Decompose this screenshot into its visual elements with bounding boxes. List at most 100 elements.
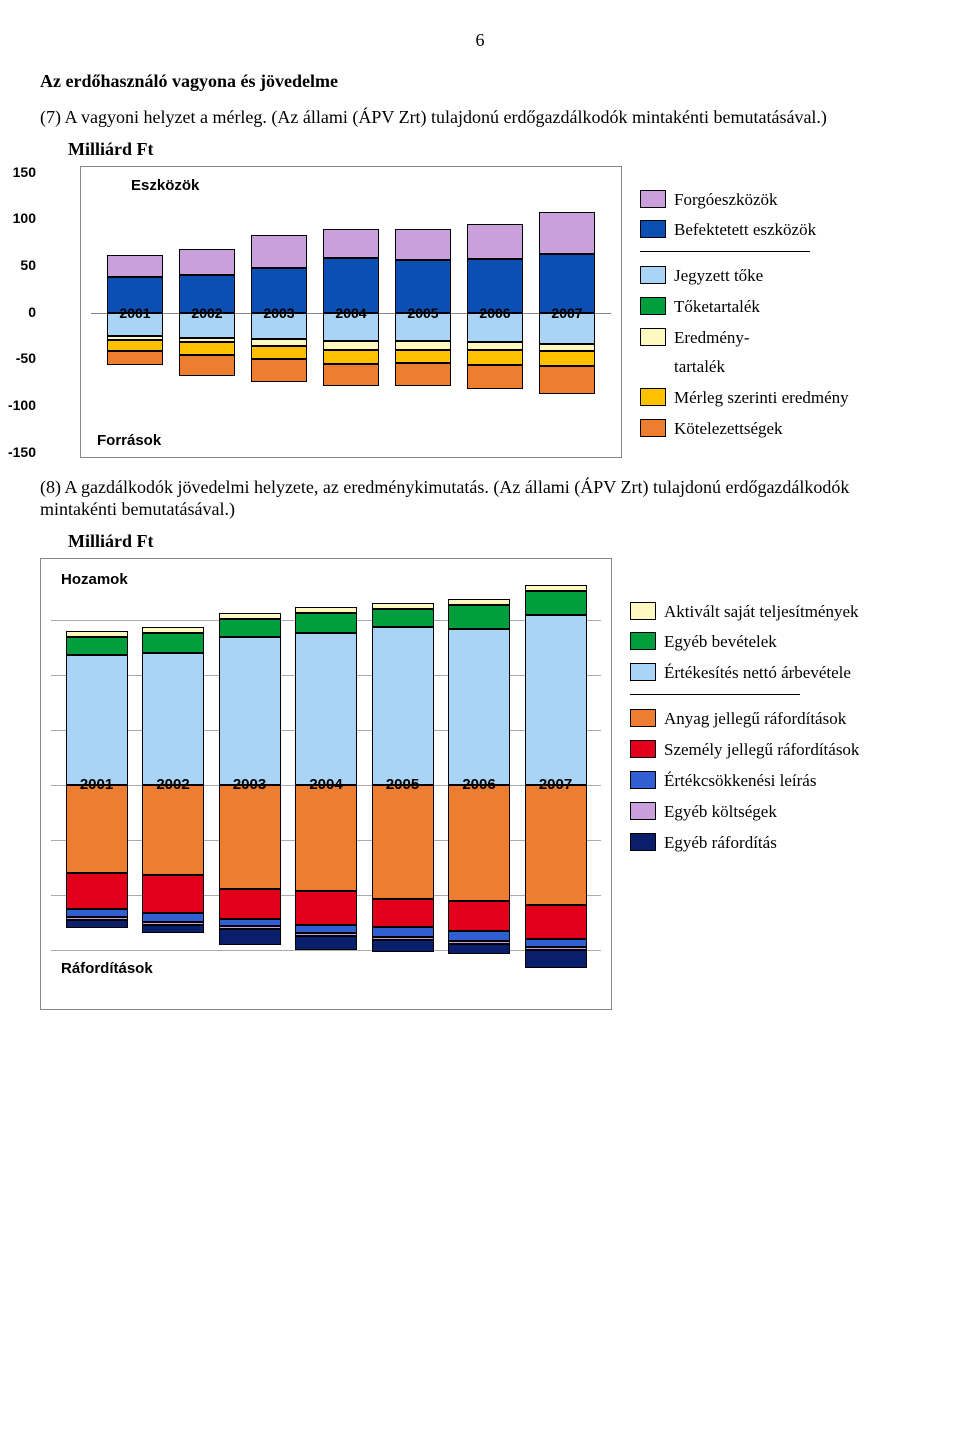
chart-1-legend: ForgóeszközökBefektetett eszközök Jegyzet…	[640, 186, 849, 446]
legend-item: Értékesítés nettó árbevétele	[630, 659, 859, 688]
legend-swatch	[630, 602, 656, 620]
legend-swatch	[640, 297, 666, 315]
category-label: 2004	[323, 305, 379, 321]
category-label: 2002	[142, 776, 204, 793]
y-tick: 50	[20, 257, 36, 273]
paragraph-8: (8) A gazdálkodók jövedelmi helyzete, az…	[40, 476, 920, 521]
legend-label: Forgóeszközök	[674, 186, 778, 215]
legend-label: Mérleg szerinti eredmény	[674, 384, 849, 413]
legend-swatch	[630, 771, 656, 789]
bar-negative	[372, 785, 434, 952]
bar-positive	[66, 631, 128, 785]
bar-positive	[448, 599, 510, 785]
bar-negative	[251, 313, 307, 382]
legend-label: Egyéb költségek	[664, 798, 777, 827]
bar-positive	[539, 212, 595, 313]
category-label: 2001	[107, 305, 163, 321]
bar-positive	[372, 603, 434, 785]
chart-1-plot: Eszközök Források 2001200220032004200520…	[91, 173, 611, 453]
bar-negative	[219, 785, 281, 945]
chart-2-plot: Hozamok Ráfordítások 2001200220032004200…	[51, 565, 601, 1005]
chart-2-label-bottom: Ráfordítások	[61, 960, 153, 977]
legend-label: Befektetett eszközök	[674, 216, 816, 245]
bar-negative	[142, 785, 204, 933]
legend-swatch	[630, 833, 656, 851]
legend-label: Egyéb ráfordítás	[664, 829, 777, 858]
y-tick: 100	[13, 210, 36, 226]
legend-label: Eredmény-tartalék	[674, 324, 750, 382]
legend-item: Aktivált saját teljesítmények	[630, 598, 859, 627]
legend-swatch	[640, 388, 666, 406]
legend-item: Eredmény-tartalék	[640, 324, 849, 382]
chart-1-row: 150100500-50-100-150 Eszközök Források 2…	[40, 166, 920, 458]
section-heading: Az erdőhasználó vagyona és jövedelme	[40, 71, 920, 92]
chart-1-box: Eszközök Források 2001200220032004200520…	[80, 166, 622, 458]
y-tick: -100	[8, 397, 36, 413]
legend-item: Értékcsökkenési leírás	[630, 767, 859, 796]
chart-2-legend: Aktivált saját teljesítményekEgyéb bevét…	[630, 598, 859, 860]
bar-positive	[525, 585, 587, 785]
unit-label-2: Milliárd Ft	[68, 531, 920, 552]
legend-label: Anyag jellegű ráfordítások	[664, 705, 846, 734]
chart-1-axis-wrap: 150100500-50-100-150 Eszközök Források 2…	[40, 166, 622, 458]
legend-swatch	[640, 190, 666, 208]
legend-swatch	[640, 220, 666, 238]
category-label: 2007	[539, 305, 595, 321]
chart-1-y-axis: 150100500-50-100-150	[4, 172, 36, 452]
category-label: 2005	[372, 776, 434, 793]
page-number: 6	[40, 30, 920, 51]
bar-negative	[539, 313, 595, 394]
chart-2-row: Hozamok Ráfordítások 2001200220032004200…	[40, 558, 920, 1010]
legend-swatch	[640, 419, 666, 437]
legend-label: Egyéb bevételek	[664, 628, 777, 657]
bar-positive	[295, 607, 357, 785]
bar-negative	[295, 785, 357, 950]
bar-negative	[448, 785, 510, 954]
bar-positive	[142, 627, 204, 785]
legend-swatch	[630, 740, 656, 758]
legend-swatch	[630, 709, 656, 727]
legend-item: Egyéb ráfordítás	[630, 829, 859, 858]
legend-item: Forgóeszközök	[640, 186, 849, 215]
y-tick: 150	[13, 164, 36, 180]
category-label: 2007	[525, 776, 587, 793]
paragraph-7: (7) A vagyoni helyzet a mérleg. (Az álla…	[40, 106, 920, 129]
legend-label: Értékcsökkenési leírás	[664, 767, 816, 796]
chart-2-wrap: Hozamok Ráfordítások 2001200220032004200…	[40, 558, 612, 1010]
legend-swatch	[640, 266, 666, 284]
y-tick: 0	[28, 304, 36, 320]
chart-2-label-top: Hozamok	[61, 571, 128, 588]
chart-1-label-top: Eszközök	[131, 177, 199, 194]
legend-label: Jegyzett tőke	[674, 262, 763, 291]
bar-positive	[323, 229, 379, 313]
category-label: 2001	[66, 776, 128, 793]
legend-item: Mérleg szerinti eredmény	[640, 384, 849, 413]
legend-item: Személy jellegű ráfordítások	[630, 736, 859, 765]
bar-negative	[395, 313, 451, 387]
legend-swatch	[630, 802, 656, 820]
category-label: 2004	[295, 776, 357, 793]
bar-positive	[219, 613, 281, 785]
legend-label: Kötelezettségek	[674, 415, 783, 444]
legend-label: Értékesítés nettó árbevétele	[664, 659, 851, 688]
bar-negative	[525, 785, 587, 968]
chart-1-label-bottom: Források	[97, 432, 161, 449]
category-label: 2002	[179, 305, 235, 321]
bar-positive	[179, 249, 235, 312]
bar-negative	[467, 313, 523, 390]
legend-item: Tőketartalék	[640, 293, 849, 322]
legend-item: Kötelezettségek	[640, 415, 849, 444]
bar-positive	[251, 235, 307, 312]
bar-negative	[66, 785, 128, 928]
legend-item: Egyéb bevételek	[630, 628, 859, 657]
category-label: 2003	[251, 305, 307, 321]
legend-item: Befektetett eszközök	[640, 216, 849, 245]
bar-positive	[395, 229, 451, 313]
legend-swatch	[630, 663, 656, 681]
legend-item: Egyéb költségek	[630, 798, 859, 827]
y-tick: -150	[8, 444, 36, 460]
legend-label: Aktivált saját teljesítmények	[664, 598, 859, 627]
legend-item: Jegyzett tőke	[640, 262, 849, 291]
bar-negative	[323, 313, 379, 387]
y-tick: -50	[16, 350, 36, 366]
